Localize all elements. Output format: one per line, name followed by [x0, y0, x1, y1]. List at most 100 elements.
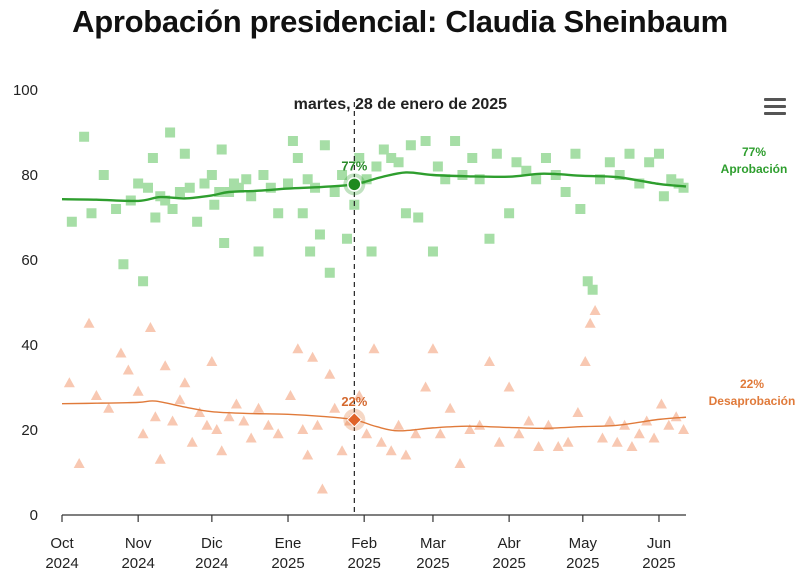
approval-poll-point	[595, 174, 606, 185]
disapproval-poll-point	[626, 441, 638, 451]
approval-poll-point	[405, 140, 416, 151]
x-tick-label: 2024	[121, 555, 154, 572]
disapproval-poll-point	[385, 445, 397, 456]
disapproval-poll-point	[589, 305, 601, 315]
series-end-value: 77%	[742, 145, 766, 159]
disapproval-poll-point	[604, 415, 616, 426]
disapproval-poll-point	[83, 317, 95, 328]
approval-poll-point	[174, 187, 185, 197]
disapproval-poll-point	[230, 398, 242, 409]
disapproval-poll-point	[206, 356, 218, 366]
disapproval-poll-point	[167, 415, 179, 426]
disapproval-poll-point	[562, 436, 574, 447]
x-tick-label: 2025	[492, 555, 525, 572]
disapproval-poll-point	[533, 441, 545, 451]
approval-poll-point	[192, 216, 203, 227]
approval-poll-point	[587, 284, 598, 295]
approval-poll-point	[253, 246, 264, 257]
series-end-name: Aprobación	[721, 162, 788, 176]
approval-poll-point	[521, 165, 532, 176]
approval-poll-point	[246, 191, 257, 202]
approval-poll-point	[371, 161, 382, 172]
disapproval-poll-point	[410, 428, 422, 439]
disapproval-poll-point	[272, 428, 284, 439]
approval-poll-point	[361, 174, 372, 185]
menu-bar	[764, 105, 786, 108]
approval-poll-point	[658, 191, 669, 202]
approval-poll-point	[570, 148, 581, 159]
approval-poll-point	[273, 208, 284, 219]
approval-hover-marker	[347, 177, 362, 192]
disapproval-poll-point	[444, 402, 456, 413]
disapproval-poll-point	[678, 424, 690, 434]
y-tick-label: 40	[21, 337, 38, 354]
x-tick-label: 2024	[195, 555, 228, 572]
disapproval-poll-point	[132, 385, 144, 396]
disapproval-poll-point	[245, 432, 257, 443]
approval-poll-point	[219, 238, 230, 248]
approval-poll-point	[491, 148, 502, 159]
disapproval-poll-point	[552, 441, 564, 451]
disapproval-poll-point	[353, 390, 365, 400]
disapproval-poll-point	[655, 398, 667, 409]
disapproval-poll-point	[186, 436, 198, 447]
disapproval-poll-point	[474, 419, 486, 430]
poll-scatter	[63, 127, 690, 494]
approval-poll-point	[678, 182, 689, 193]
y-tick-label: 80	[21, 167, 38, 184]
approval-poll-point	[467, 153, 478, 163]
x-tick-label: May	[569, 535, 598, 552]
approval-poll-point	[484, 233, 495, 244]
series-end-value: 22%	[740, 377, 764, 391]
disapproval-poll-point	[302, 449, 314, 460]
approval-poll-point	[440, 174, 451, 185]
approval-poll-point	[216, 144, 227, 155]
disapproval-poll-point	[297, 424, 309, 434]
disapproval-poll-point	[201, 419, 213, 430]
x-tick-label: Feb	[351, 535, 377, 552]
disapproval-poll-point	[393, 419, 405, 430]
disapproval-poll-point	[103, 402, 115, 413]
approval-poll-point	[427, 246, 438, 257]
approval-poll-point	[160, 195, 171, 206]
y-tick-label: 60	[21, 252, 38, 269]
approval-poll-point	[314, 229, 325, 240]
disapproval-poll-point	[523, 415, 535, 426]
disapproval-hover-value: 22%	[341, 394, 367, 409]
x-tick-label: 2025	[271, 555, 304, 572]
disapproval-poll-point	[90, 390, 102, 400]
x-tick-label: 2025	[347, 555, 380, 572]
disapproval-poll-point	[179, 377, 191, 388]
approval-poll-point	[167, 204, 178, 214]
approval-poll-point	[111, 204, 122, 214]
menu-bar	[764, 112, 786, 115]
y-axis: 0 20 40 60 80 100	[13, 82, 38, 524]
x-tick-label: Nov	[125, 535, 152, 552]
x-tick-label: Abr	[497, 535, 520, 552]
approval-poll-point	[324, 267, 335, 278]
disapproval-poll-point	[122, 364, 134, 375]
x-tick-label: Ene	[275, 535, 302, 552]
approval-poll-point	[386, 153, 397, 163]
hamburger-menu-icon[interactable]	[764, 98, 786, 116]
approval-poll-point	[319, 140, 330, 151]
approval-poll-point	[540, 153, 551, 163]
approval-poll-point	[133, 178, 144, 189]
disapproval-poll-point	[648, 432, 660, 443]
approval-poll-point	[504, 208, 515, 219]
disapproval-poll-point	[375, 436, 387, 447]
approval-poll-point	[206, 170, 217, 180]
disapproval-poll-point	[154, 453, 166, 464]
disapproval-poll-point	[144, 322, 156, 332]
y-tick-label: 100	[13, 82, 38, 99]
approval-poll-point	[420, 136, 431, 146]
approval-poll-point	[297, 208, 308, 219]
approval-poll-point	[214, 187, 225, 197]
disapproval-poll-point	[368, 343, 380, 354]
hover-date-label: martes, 28 de enero de 2025	[294, 96, 508, 113]
x-tick-label: 2025	[642, 555, 675, 572]
disapproval-poll-point	[115, 347, 127, 358]
approval-poll-point	[86, 208, 97, 219]
approval-poll-point	[582, 276, 593, 287]
